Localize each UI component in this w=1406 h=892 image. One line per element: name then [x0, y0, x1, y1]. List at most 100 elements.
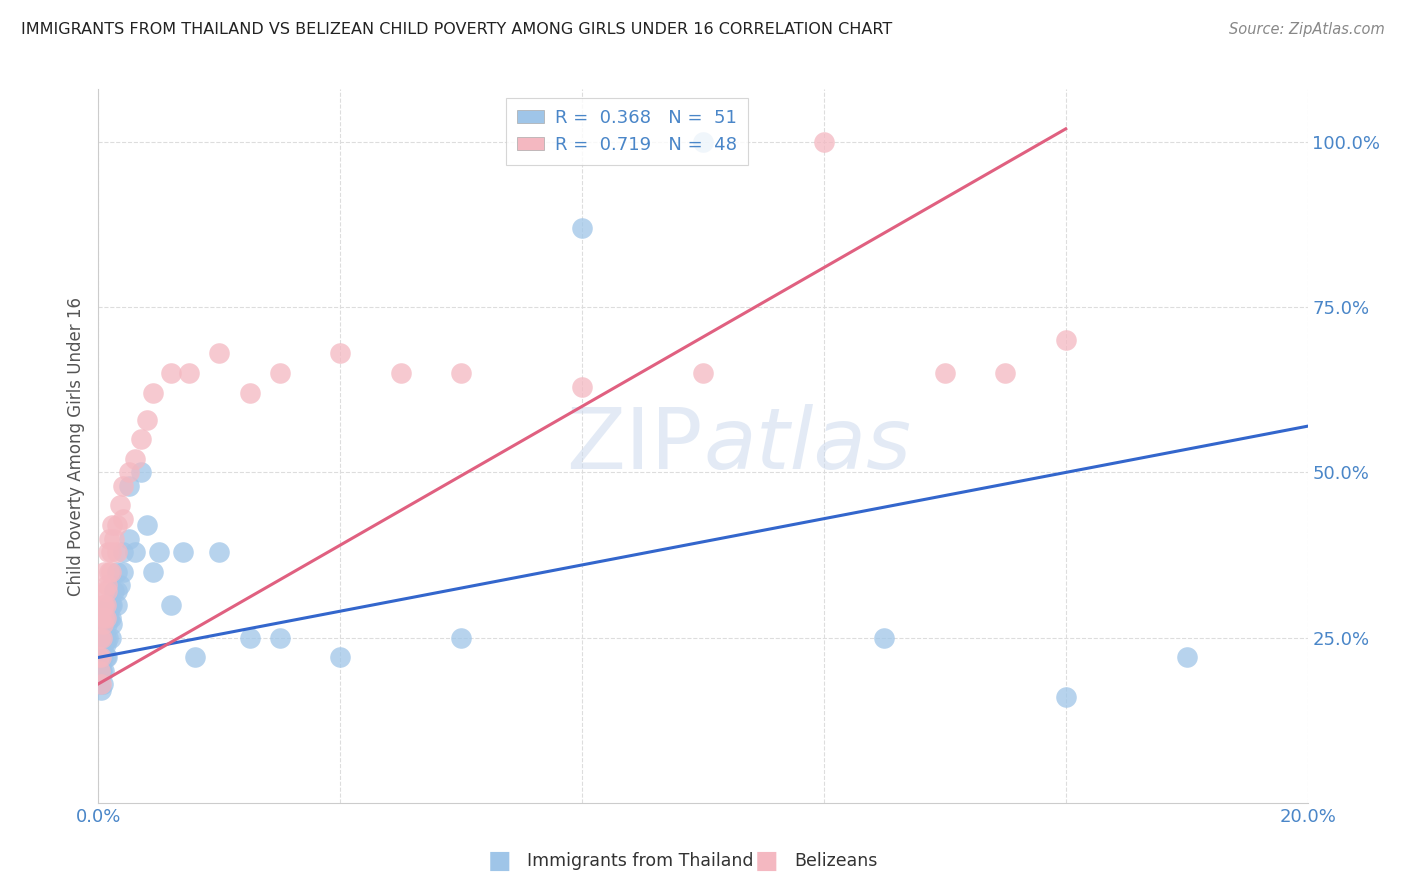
Point	[100, 565, 122, 579]
Y-axis label: Child Poverty Among Girls Under 16: Child Poverty Among Girls Under 16	[66, 296, 84, 596]
Point	[100, 545, 122, 559]
Point	[98, 598, 121, 612]
Point	[90, 677, 112, 691]
Point	[89, 664, 111, 678]
Point	[100, 598, 122, 612]
Point	[105, 565, 128, 579]
Point	[100, 611, 122, 625]
Point	[135, 518, 157, 533]
Point	[118, 466, 141, 480]
Point	[91, 664, 114, 678]
Point	[100, 598, 122, 612]
Point	[135, 412, 157, 426]
Point	[96, 637, 118, 651]
Text: Source: ZipAtlas.com: Source: ZipAtlas.com	[1229, 22, 1385, 37]
Point	[94, 598, 117, 612]
Point	[89, 677, 111, 691]
Point	[100, 631, 122, 645]
Point	[90, 650, 112, 665]
Point	[269, 367, 291, 381]
Point	[89, 670, 111, 684]
Point	[89, 631, 111, 645]
Point	[91, 631, 114, 645]
Point	[108, 578, 131, 592]
Point	[1054, 690, 1077, 704]
Point	[108, 499, 131, 513]
Point	[97, 611, 120, 625]
Point	[239, 631, 262, 645]
Point	[160, 367, 183, 381]
Point	[692, 135, 714, 149]
Point	[105, 545, 128, 559]
Point	[160, 598, 183, 612]
Point	[692, 367, 714, 381]
Text: IMMIGRANTS FROM THAILAND VS BELIZEAN CHILD POVERTY AMONG GIRLS UNDER 16 CORRELAT: IMMIGRANTS FROM THAILAND VS BELIZEAN CHI…	[21, 22, 893, 37]
Legend: R =  0.368   N =  51, R =  0.719   N =  48: R = 0.368 N = 51, R = 0.719 N = 48	[506, 98, 748, 165]
Point	[329, 650, 352, 665]
Point	[93, 584, 115, 599]
Text: ZIP: ZIP	[567, 404, 703, 488]
Point	[96, 584, 118, 599]
Point	[96, 578, 118, 592]
Point	[91, 598, 114, 612]
Point	[103, 532, 125, 546]
Point	[450, 367, 472, 381]
Point	[105, 598, 128, 612]
Text: atlas: atlas	[703, 404, 911, 488]
Point	[93, 611, 115, 625]
Point	[239, 386, 262, 401]
Point	[94, 631, 117, 645]
Point	[96, 650, 118, 665]
Point	[208, 346, 231, 360]
Point	[105, 584, 128, 599]
Point	[93, 637, 115, 651]
Point	[118, 478, 141, 492]
Point	[100, 617, 122, 632]
Point	[450, 631, 472, 645]
Text: Immigrants from Thailand: Immigrants from Thailand	[527, 852, 754, 870]
Point	[142, 386, 165, 401]
Point	[97, 565, 120, 579]
Point	[129, 433, 152, 447]
Point	[1054, 333, 1077, 347]
Point	[98, 532, 121, 546]
Point	[142, 565, 165, 579]
Point	[93, 611, 115, 625]
Point	[90, 664, 112, 678]
Point	[103, 584, 125, 599]
Point	[208, 545, 231, 559]
Point	[124, 545, 146, 559]
Text: Belizeans: Belizeans	[794, 852, 877, 870]
Point	[90, 650, 112, 665]
Point	[184, 650, 207, 665]
Point	[93, 664, 115, 678]
Point	[571, 221, 593, 235]
Point	[329, 346, 352, 360]
Point	[90, 611, 112, 625]
Point	[148, 545, 170, 559]
Point	[97, 545, 120, 559]
Point	[129, 466, 152, 480]
Point	[118, 532, 141, 546]
Point	[94, 650, 117, 665]
Point	[124, 452, 146, 467]
Text: ■: ■	[755, 849, 778, 872]
Point	[934, 367, 956, 381]
Point	[873, 631, 896, 645]
Text: ■: ■	[488, 849, 510, 872]
Point	[111, 565, 134, 579]
Point	[179, 367, 201, 381]
Point	[90, 683, 112, 698]
Point	[91, 677, 114, 691]
Point	[87, 650, 110, 665]
Point	[93, 598, 115, 612]
Point	[1175, 650, 1198, 665]
Point	[994, 367, 1017, 381]
Point	[91, 617, 114, 632]
Point	[96, 617, 118, 632]
Point	[97, 631, 120, 645]
Point	[389, 367, 412, 381]
Point	[813, 135, 835, 149]
Point	[111, 511, 134, 525]
Point	[111, 478, 134, 492]
